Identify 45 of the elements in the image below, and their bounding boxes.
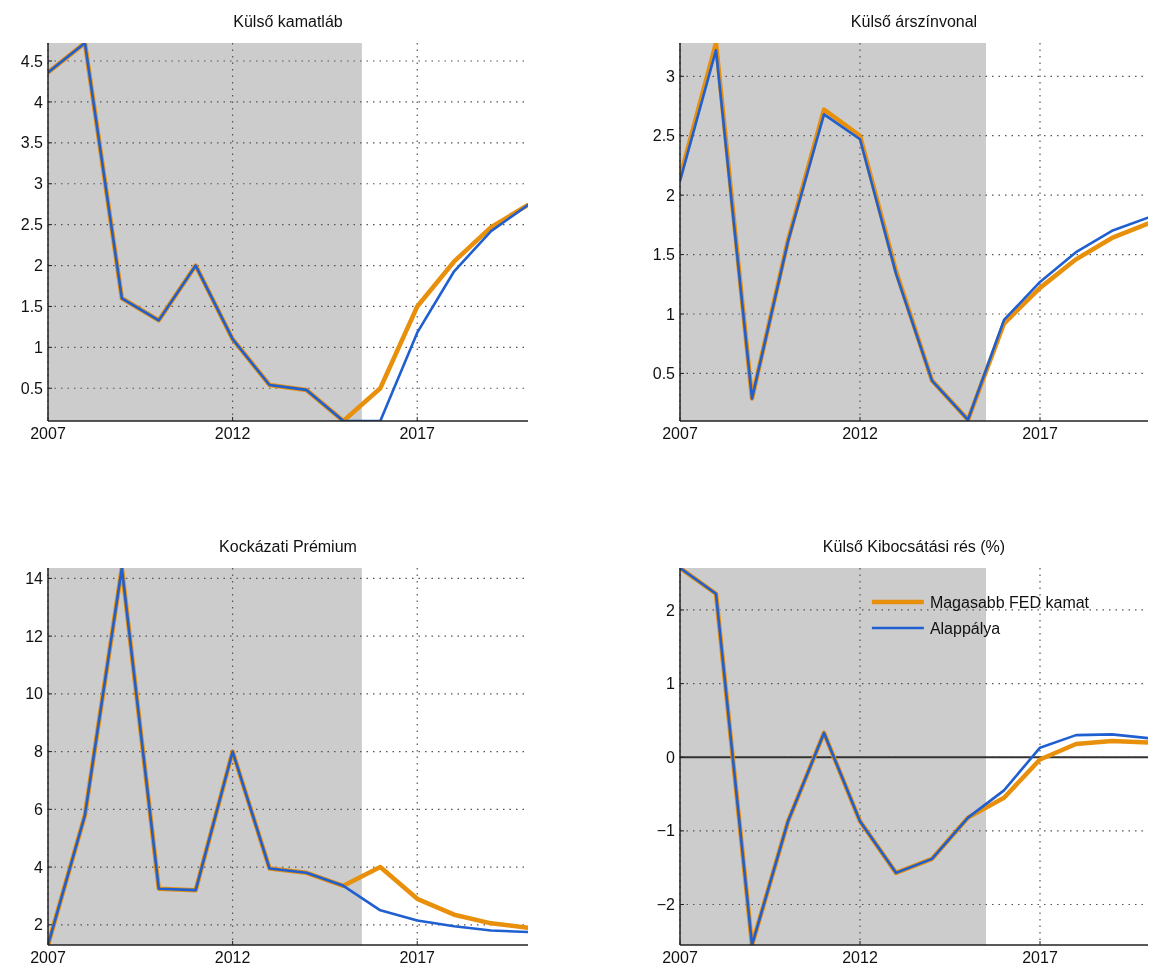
y-tick-label: 4 [34, 858, 44, 876]
x-tick-label: 2017 [399, 949, 436, 966]
x-tick-label: 2017 [1022, 425, 1058, 442]
y-tick-label: 1.5 [20, 298, 44, 316]
x-tick-label: 2007 [30, 425, 66, 442]
y-tick-label: 2.5 [652, 127, 676, 145]
y-tick-label: 4 [34, 93, 44, 111]
y-tick-label: −2 [656, 896, 676, 914]
y-tick-label: 8 [34, 743, 44, 761]
y-tick-label: 2 [34, 257, 44, 275]
y-tick-label: 0.5 [652, 365, 676, 383]
y-tick-label: 14 [25, 569, 44, 587]
y-tick-label: 2 [666, 601, 676, 619]
chart-title: Külső kamatláb [233, 13, 343, 30]
y-tick-label: 12 [25, 627, 44, 645]
chart-title: Külső árszínvonal [850, 13, 978, 30]
y-tick-label: 4.5 [20, 52, 44, 70]
y-tick-label: 1 [666, 305, 676, 323]
x-tick-label: 2012 [214, 949, 251, 966]
x-tick-label: 2017 [399, 425, 436, 442]
y-tick-label: −1 [656, 822, 676, 840]
chart-title: Külső Kibocsátási rés (%) [822, 538, 1006, 555]
y-tick-label: 2.5 [20, 216, 44, 234]
y-tick-label: 3 [34, 175, 44, 193]
legend-label: Alappálya [929, 619, 1001, 637]
y-tick-label: 6 [34, 800, 44, 818]
y-tick-label: 2 [666, 186, 676, 204]
x-tick-label: 2012 [842, 425, 878, 442]
y-tick-label: 0.5 [20, 379, 44, 397]
x-tick-label: 2007 [662, 425, 698, 442]
x-tick-label: 2007 [662, 949, 698, 966]
x-tick-label: 2007 [30, 949, 66, 966]
y-tick-label: 1.5 [652, 246, 676, 264]
chart-title: Kockázati Prémium [219, 538, 357, 555]
y-tick-label: 1 [34, 338, 44, 356]
legend-label: Magasabb FED kamat [929, 593, 1090, 611]
y-tick-label: 3.5 [20, 134, 44, 152]
x-tick-label: 2012 [842, 949, 878, 966]
y-tick-label: 10 [25, 685, 44, 703]
y-tick-label: 2 [34, 916, 44, 934]
x-tick-label: 2017 [1022, 949, 1058, 966]
y-tick-label: 1 [666, 675, 676, 693]
x-tick-label: 2012 [214, 425, 251, 442]
y-tick-label: 3 [666, 67, 676, 85]
y-tick-label: 0 [666, 748, 676, 766]
